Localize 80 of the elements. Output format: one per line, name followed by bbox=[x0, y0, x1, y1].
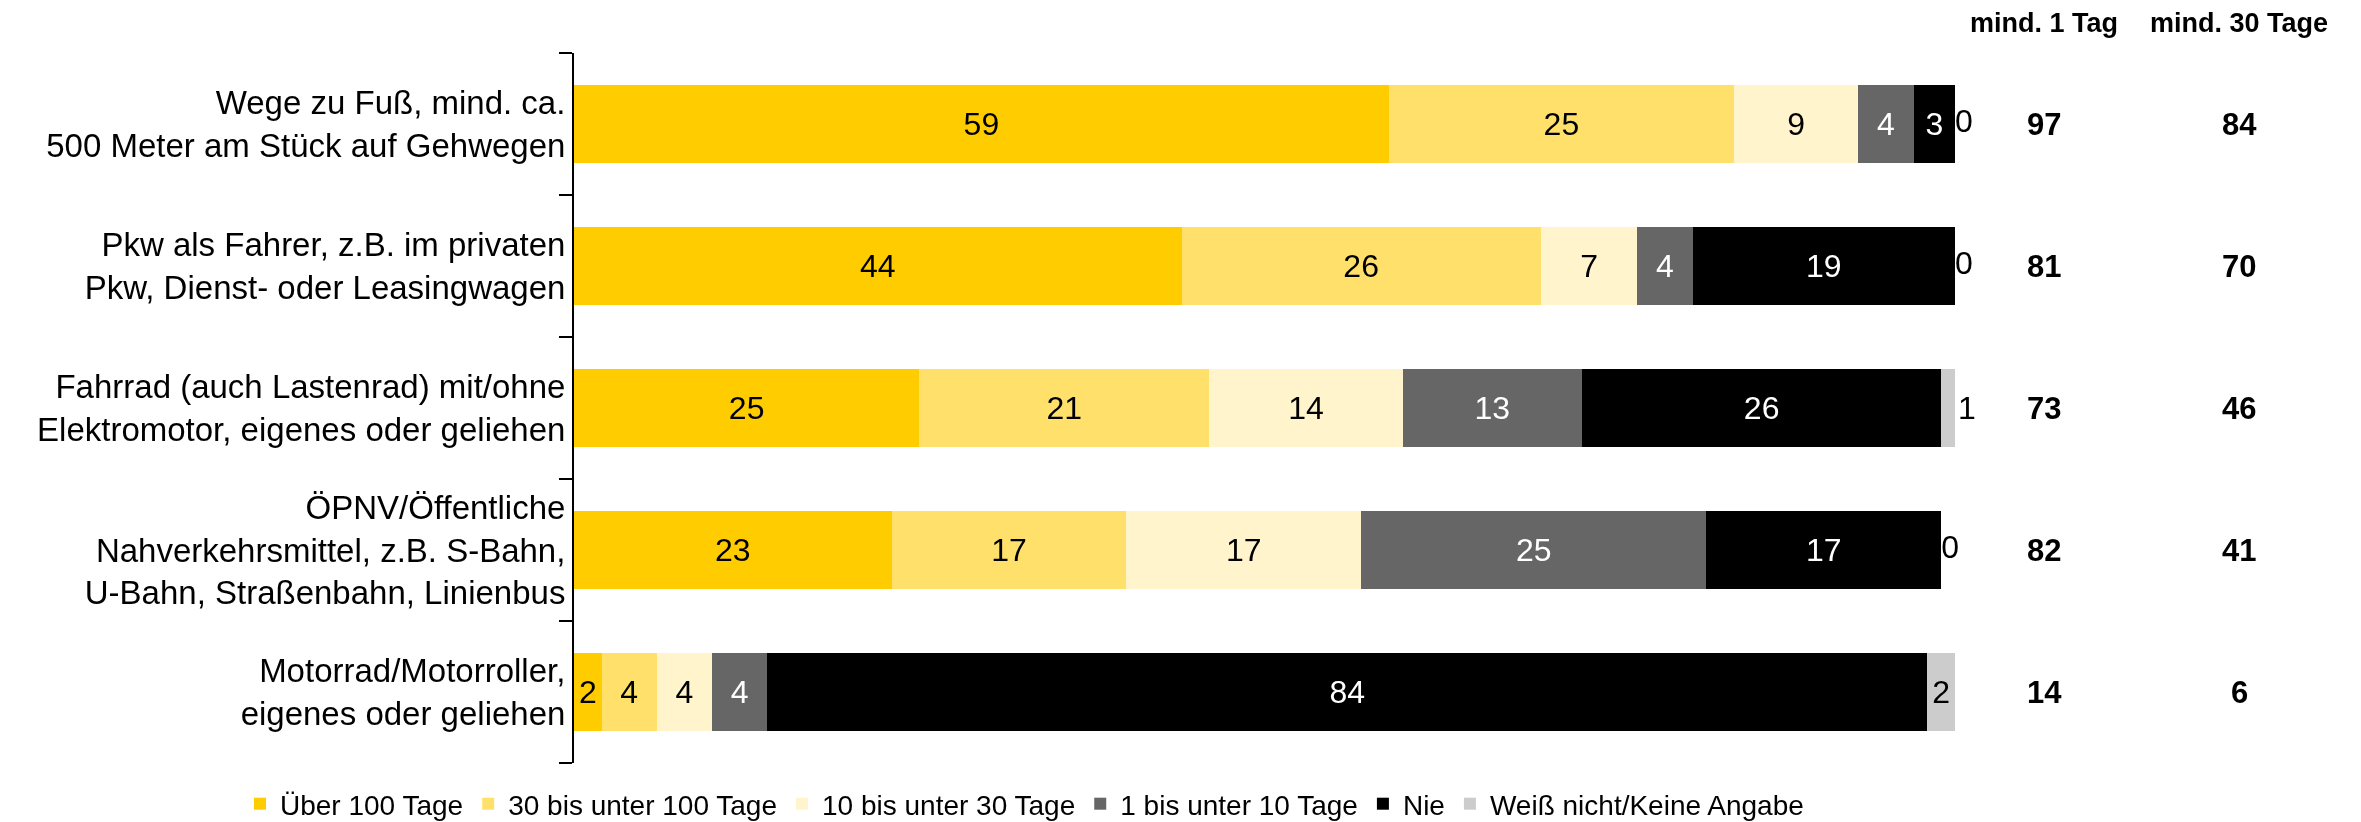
data-label: 17 bbox=[991, 532, 1027, 568]
bar bbox=[1913, 84, 1955, 164]
data-label: 26 bbox=[1743, 390, 1780, 426]
text: 82 bbox=[2027, 533, 2062, 568]
data-label: 14 bbox=[1288, 390, 1324, 426]
bar bbox=[1402, 368, 1583, 448]
bar bbox=[1388, 84, 1735, 164]
y-tick-label: Pkw als Fahrer, z.B. im privaten Pkw, Dienst- oder Leasingwagen bbox=[84, 226, 566, 306]
bar bbox=[656, 652, 713, 732]
bar bbox=[1637, 226, 1693, 306]
data-label: 4 bbox=[620, 674, 639, 710]
data-label: 17 bbox=[1806, 532, 1842, 568]
data-label: 44 bbox=[860, 248, 896, 284]
legend-label: 1 bis unter 10 Tage bbox=[1120, 789, 1358, 821]
data-label: 4 bbox=[730, 674, 749, 710]
bar bbox=[712, 652, 768, 732]
bar bbox=[767, 652, 1928, 732]
text: 73 bbox=[2027, 391, 2062, 426]
text: 81 bbox=[2027, 249, 2062, 284]
text: 97 bbox=[2027, 107, 2062, 142]
data-label: 4 bbox=[1656, 248, 1674, 284]
data-label: 26 bbox=[1343, 248, 1379, 284]
bar bbox=[1181, 226, 1541, 306]
data-label: 84 bbox=[1329, 674, 1366, 710]
legend-label: 30 bis unter 100 Tage bbox=[508, 789, 777, 821]
bar bbox=[574, 226, 1182, 306]
data-label: 4 bbox=[1877, 106, 1895, 142]
bar bbox=[574, 510, 892, 590]
text: mind. 30 Tage bbox=[2150, 8, 2329, 38]
data-label: 21 bbox=[1046, 390, 1083, 426]
data-label: 23 bbox=[715, 532, 751, 568]
data-label: 19 bbox=[1806, 248, 1842, 284]
data-label: 9 bbox=[1787, 106, 1806, 142]
text: 6 bbox=[2231, 675, 2249, 710]
data-label: 3 bbox=[1925, 106, 1944, 142]
bar bbox=[1540, 226, 1638, 306]
y-tick-label: Motorrad/Motorroller, eigenes oder geliehen bbox=[240, 652, 566, 732]
data-label: 1 bbox=[1958, 390, 1976, 426]
data-label: 0 bbox=[1955, 245, 1973, 281]
y-tick-label: Wege zu Fuß, mind. ca. 500 Meter am Stück auf Gehwegen bbox=[46, 84, 566, 164]
data-label: 59 bbox=[963, 106, 1000, 142]
bar bbox=[1706, 510, 1942, 590]
bar bbox=[1927, 652, 1955, 732]
data-label: 0 bbox=[1955, 103, 1973, 139]
bar bbox=[1941, 368, 1955, 448]
text: 46 bbox=[2222, 391, 2257, 426]
legend-label: Weiß nicht/Keine Angabe bbox=[1489, 789, 1804, 821]
bar bbox=[919, 368, 1210, 448]
text: 84 bbox=[2222, 107, 2258, 142]
data-label: 2 bbox=[1932, 674, 1951, 710]
bar bbox=[574, 652, 602, 732]
bar bbox=[1582, 368, 1942, 448]
text: mind. 1 Tag bbox=[1970, 8, 2119, 38]
data-label: 7 bbox=[1580, 248, 1598, 284]
data-label: 0 bbox=[1941, 529, 1959, 565]
bar bbox=[1209, 368, 1403, 448]
bar bbox=[574, 84, 1389, 164]
data-label: 13 bbox=[1474, 390, 1511, 426]
bar bbox=[1734, 84, 1859, 164]
bar bbox=[601, 652, 657, 732]
text: 14 bbox=[2027, 675, 2063, 710]
data-label: 17 bbox=[1225, 532, 1262, 568]
bar bbox=[1858, 84, 1914, 164]
legend-label: Nie bbox=[1402, 789, 1445, 821]
data-label: 25 bbox=[1516, 532, 1552, 568]
bar bbox=[1692, 226, 1955, 306]
legend-label: Über 100 Tage bbox=[280, 789, 464, 821]
data-label: 4 bbox=[675, 674, 694, 710]
legend-label: 10 bis unter 30 Tage bbox=[822, 789, 1076, 821]
bar bbox=[891, 510, 1127, 590]
y-tick-label: ÖPNV/Öffentliche Nahverkehrsmittel, z.B. S-Bahn, U-Bahn, Straßenbahn, Linienbus bbox=[84, 488, 566, 612]
data-label: 25 bbox=[728, 390, 765, 426]
bar bbox=[1126, 510, 1362, 590]
data-label: 25 bbox=[1543, 106, 1580, 142]
text: 41 bbox=[2222, 533, 2257, 568]
bar bbox=[1361, 510, 1707, 590]
text: 70 bbox=[2222, 249, 2257, 284]
y-tick-label: Fahrrad (auch Lastenrad) mit/ohne Elektromotor, eigenes oder geliehen bbox=[37, 368, 566, 448]
data-label: 2 bbox=[578, 674, 597, 710]
bar bbox=[574, 368, 920, 448]
